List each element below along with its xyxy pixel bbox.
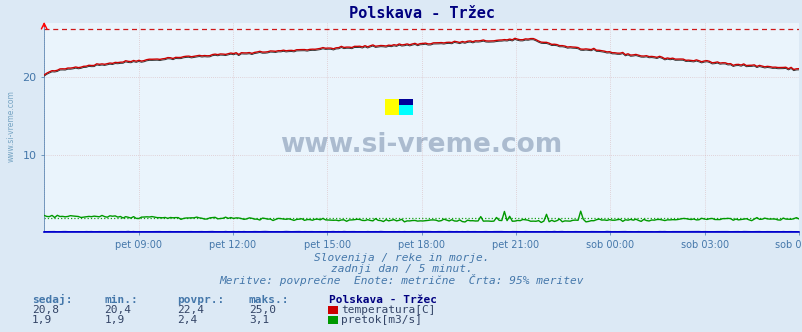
Text: 3,1: 3,1 <box>249 315 269 325</box>
Text: 1,9: 1,9 <box>104 315 124 325</box>
Text: Meritve: povprečne  Enote: metrične  Črta: 95% meritev: Meritve: povprečne Enote: metrične Črta:… <box>219 274 583 286</box>
Text: www.si-vreme.com: www.si-vreme.com <box>6 90 15 162</box>
Text: min.:: min.: <box>104 295 138 305</box>
Text: 25,0: 25,0 <box>249 305 276 315</box>
Text: 2,4: 2,4 <box>176 315 196 325</box>
Text: zadnji dan / 5 minut.: zadnji dan / 5 minut. <box>330 264 472 274</box>
Text: pretok[m3/s]: pretok[m3/s] <box>341 315 422 325</box>
FancyBboxPatch shape <box>385 99 399 115</box>
Text: povpr.:: povpr.: <box>176 295 224 305</box>
Text: 20,8: 20,8 <box>32 305 59 315</box>
Text: temperatura[C]: temperatura[C] <box>341 305 435 315</box>
Title: Polskava - Tržec: Polskava - Tržec <box>348 6 494 21</box>
FancyBboxPatch shape <box>399 99 412 105</box>
FancyBboxPatch shape <box>399 105 412 115</box>
Text: 1,9: 1,9 <box>32 315 52 325</box>
Text: 20,4: 20,4 <box>104 305 132 315</box>
Text: Slovenija / reke in morje.: Slovenija / reke in morje. <box>314 253 488 263</box>
Text: www.si-vreme.com: www.si-vreme.com <box>280 131 562 158</box>
Text: sedaj:: sedaj: <box>32 294 72 305</box>
Text: Polskava - Tržec: Polskava - Tržec <box>329 295 436 305</box>
Text: 22,4: 22,4 <box>176 305 204 315</box>
Text: maks.:: maks.: <box>249 295 289 305</box>
